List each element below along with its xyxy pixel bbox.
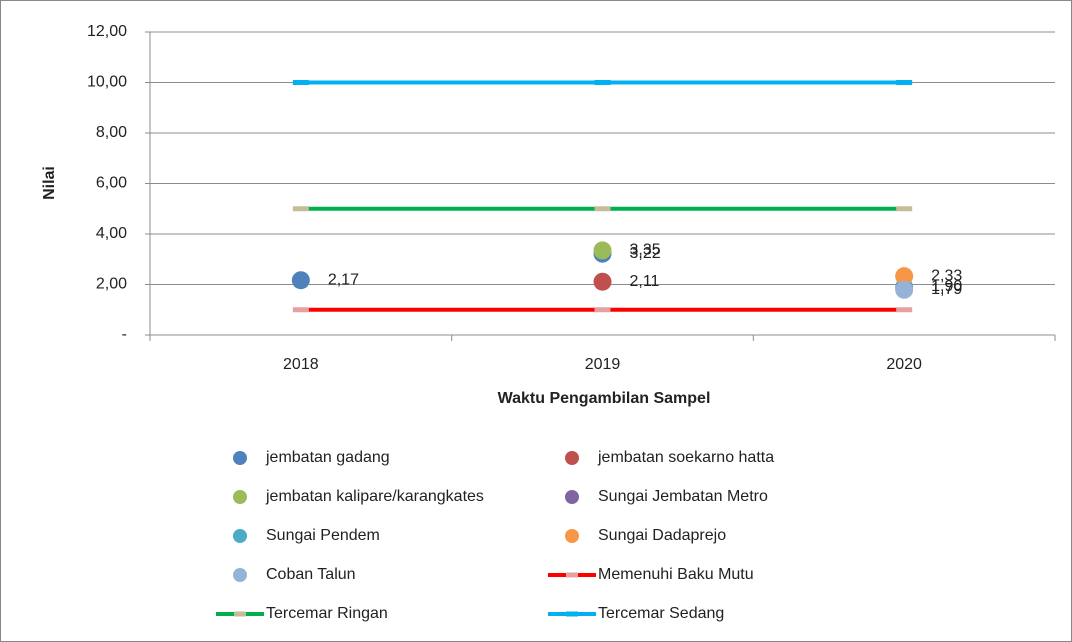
data-label: 2,17 xyxy=(328,271,359,288)
point xyxy=(895,280,914,299)
line-marker xyxy=(896,206,913,212)
legend-label: Tercemar Ringan xyxy=(266,605,388,622)
legend-label: Sungai Pendem xyxy=(266,527,380,544)
legend-marker xyxy=(233,568,247,582)
x-tick-label: 2020 xyxy=(886,356,922,373)
legend-label: Memenuhi Baku Mutu xyxy=(598,566,754,583)
y-tick-label: 12,00 xyxy=(87,23,127,40)
legend-marker xyxy=(233,451,247,465)
data-label: 3,35 xyxy=(630,242,661,259)
line-marker xyxy=(594,80,611,85)
legend-line-marker xyxy=(566,572,578,578)
legend-line-marker xyxy=(566,611,578,617)
legend-marker xyxy=(565,451,579,465)
legend-label: jembatan kalipare/karangkates xyxy=(265,488,484,505)
legend-label: Tercemar Sedang xyxy=(598,605,724,622)
line-marker xyxy=(896,80,913,85)
point xyxy=(291,271,310,290)
y-tick-label: 8,00 xyxy=(96,124,127,141)
y-tick-label: 6,00 xyxy=(96,175,127,192)
point xyxy=(593,272,612,291)
y-tick-label: 10,00 xyxy=(87,74,127,91)
x-tick-label: 2018 xyxy=(283,356,319,373)
x-axis-title: Waktu Pengambilan Sampel xyxy=(498,390,711,407)
legend-marker xyxy=(565,529,579,543)
line-marker xyxy=(292,206,309,212)
line-marker xyxy=(594,206,611,212)
line-marker xyxy=(896,307,913,313)
data-label: 2,33 xyxy=(931,267,962,284)
y-tick-label: 2,00 xyxy=(96,276,127,293)
legend-label: jembatan soekarno hatta xyxy=(597,449,774,466)
y-axis-title: Nilai xyxy=(41,166,58,200)
legend-marker xyxy=(233,529,247,543)
line-marker xyxy=(594,307,611,313)
x-tick-label: 2019 xyxy=(585,356,621,373)
legend-marker xyxy=(233,490,247,504)
data-label: 1,90 xyxy=(931,278,962,295)
y-tick-label: - xyxy=(122,326,127,343)
data-label: 2,11 xyxy=(630,273,660,290)
line-marker xyxy=(292,307,309,313)
legend-label: jembatan gadang xyxy=(265,449,390,466)
legend-label: Sungai Dadaprejo xyxy=(598,527,726,544)
legend-label: Coban Talun xyxy=(266,566,356,583)
legend-line-marker xyxy=(234,611,246,617)
line-marker xyxy=(292,80,309,85)
point xyxy=(895,267,914,286)
legend-label: Sungai Jembatan Metro xyxy=(598,488,768,505)
legend-marker xyxy=(565,490,579,504)
y-tick-label: 4,00 xyxy=(96,225,127,242)
data-label: 3,22 xyxy=(630,245,661,262)
data-label: 1,79 xyxy=(931,281,962,298)
point xyxy=(593,241,612,260)
